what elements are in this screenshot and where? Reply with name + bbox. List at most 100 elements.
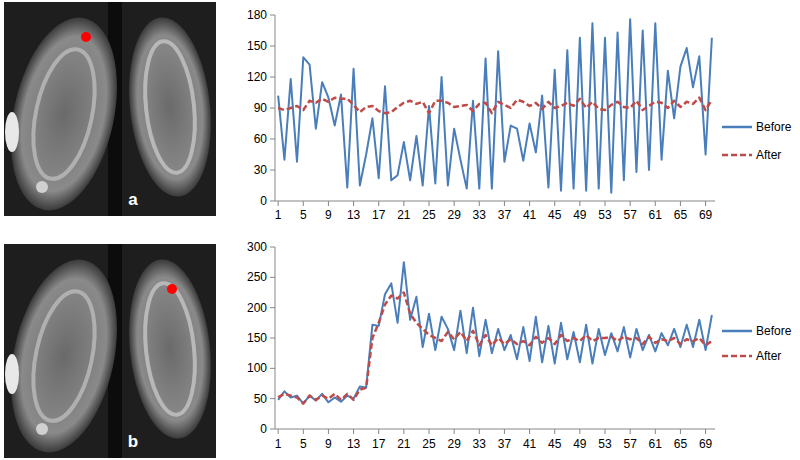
y-tick-label: 250 bbox=[247, 270, 267, 284]
x-tick bbox=[705, 429, 706, 434]
x-tick-label: 33 bbox=[473, 208, 487, 222]
x-tick bbox=[504, 429, 505, 434]
y-tick-label: 150 bbox=[247, 331, 267, 345]
x-tick-label: 65 bbox=[674, 208, 688, 222]
kidney bbox=[121, 13, 219, 200]
x-tick-label: 49 bbox=[573, 437, 587, 451]
panel-label: b bbox=[128, 432, 138, 451]
x-tick-label: 41 bbox=[523, 437, 537, 451]
x-tick-label: 21 bbox=[397, 437, 411, 451]
x-tick bbox=[630, 429, 631, 434]
y-tick-label: 50 bbox=[254, 392, 268, 406]
x-tick-label: 17 bbox=[372, 208, 386, 222]
kidney-cortex bbox=[23, 286, 105, 427]
x-tick bbox=[353, 429, 354, 434]
x-tick-label: 13 bbox=[347, 208, 361, 222]
legend-swatch bbox=[722, 330, 752, 333]
series-line bbox=[278, 98, 712, 114]
x-tick bbox=[403, 429, 404, 434]
x-tick bbox=[378, 429, 379, 434]
x-tick bbox=[403, 201, 404, 206]
x-tick bbox=[529, 429, 530, 434]
x-tick bbox=[655, 429, 656, 434]
y-tick-label: 90 bbox=[254, 101, 268, 115]
x-tick bbox=[705, 201, 706, 206]
x-tick-label: 45 bbox=[548, 208, 562, 222]
y-tick-label: 0 bbox=[260, 422, 267, 436]
x-tick bbox=[454, 201, 455, 206]
x-tick-label: 5 bbox=[300, 208, 307, 222]
legend-swatch bbox=[722, 355, 752, 358]
x-tick bbox=[579, 429, 580, 434]
x-tick bbox=[278, 429, 279, 434]
y-tick bbox=[270, 77, 275, 78]
x-tick-label: 1 bbox=[275, 208, 282, 222]
legend-swatch bbox=[722, 126, 752, 129]
x-tick-label: 65 bbox=[674, 437, 688, 451]
x-tick-label: 25 bbox=[422, 437, 436, 451]
y-tick bbox=[270, 277, 275, 278]
x-axis-line bbox=[275, 201, 715, 202]
x-tick-label: 45 bbox=[548, 437, 562, 451]
x-axis-line bbox=[275, 429, 715, 430]
y-tick bbox=[270, 108, 275, 109]
x-tick-label: 17 bbox=[372, 437, 386, 451]
x-tick bbox=[429, 201, 430, 206]
figure: a030609012015018015913172125293337414549… bbox=[0, 0, 800, 460]
kidney bbox=[121, 255, 219, 442]
legend-label: Before bbox=[756, 120, 792, 134]
x-tick-label: 53 bbox=[598, 437, 612, 451]
y-tick bbox=[270, 46, 275, 47]
x-tick bbox=[353, 201, 354, 206]
series-line bbox=[278, 293, 712, 404]
legend-label: Before bbox=[756, 324, 792, 338]
x-tick-label: 61 bbox=[649, 208, 663, 222]
y-tick bbox=[270, 398, 275, 399]
x-tick bbox=[278, 201, 279, 206]
image-panel: a bbox=[0, 2, 219, 220]
plot-area bbox=[278, 262, 712, 403]
x-tick bbox=[303, 429, 304, 434]
y-tick bbox=[270, 247, 275, 248]
x-tick-label: 25 bbox=[422, 208, 436, 222]
kidney-cortex bbox=[139, 281, 201, 417]
y-tick-label: 100 bbox=[247, 361, 267, 375]
y-tick-label: 180 bbox=[247, 8, 267, 22]
bright-spot bbox=[5, 112, 19, 152]
series-line bbox=[278, 19, 712, 193]
x-tick-label: 69 bbox=[699, 208, 713, 222]
y-tick bbox=[270, 170, 275, 171]
x-tick-label: 41 bbox=[523, 208, 537, 222]
x-tick bbox=[328, 429, 329, 434]
x-tick bbox=[378, 201, 379, 206]
y-tick-label: 30 bbox=[254, 163, 268, 177]
x-tick-label: 29 bbox=[447, 208, 461, 222]
legend-label: After bbox=[756, 148, 781, 162]
kidney-cortex bbox=[23, 44, 105, 185]
y-tick-label: 300 bbox=[247, 240, 267, 254]
x-tick bbox=[605, 201, 606, 206]
x-tick bbox=[680, 429, 681, 434]
bright-spot bbox=[5, 354, 19, 394]
x-tick bbox=[680, 201, 681, 206]
y-tick bbox=[270, 15, 275, 16]
image-panel: b bbox=[0, 244, 219, 460]
legend-swatch bbox=[722, 154, 752, 157]
x-tick-label: 61 bbox=[649, 437, 663, 451]
y-tick-label: 200 bbox=[247, 301, 267, 315]
x-tick-label: 21 bbox=[397, 208, 411, 222]
kidney-cortex bbox=[139, 39, 201, 175]
legend-label: After bbox=[756, 349, 781, 363]
x-tick-label: 5 bbox=[300, 437, 307, 451]
x-tick-label: 9 bbox=[325, 437, 332, 451]
axes: 0306090120150180159131721252933374145495… bbox=[247, 8, 715, 222]
x-tick bbox=[630, 201, 631, 206]
y-tick bbox=[270, 139, 275, 140]
x-tick-label: 13 bbox=[347, 437, 361, 451]
y-tick bbox=[270, 307, 275, 308]
series-line bbox=[278, 262, 712, 403]
x-tick bbox=[479, 429, 480, 434]
y-tick-label: 150 bbox=[247, 39, 267, 53]
roi-marker bbox=[167, 284, 177, 294]
x-tick bbox=[479, 201, 480, 206]
